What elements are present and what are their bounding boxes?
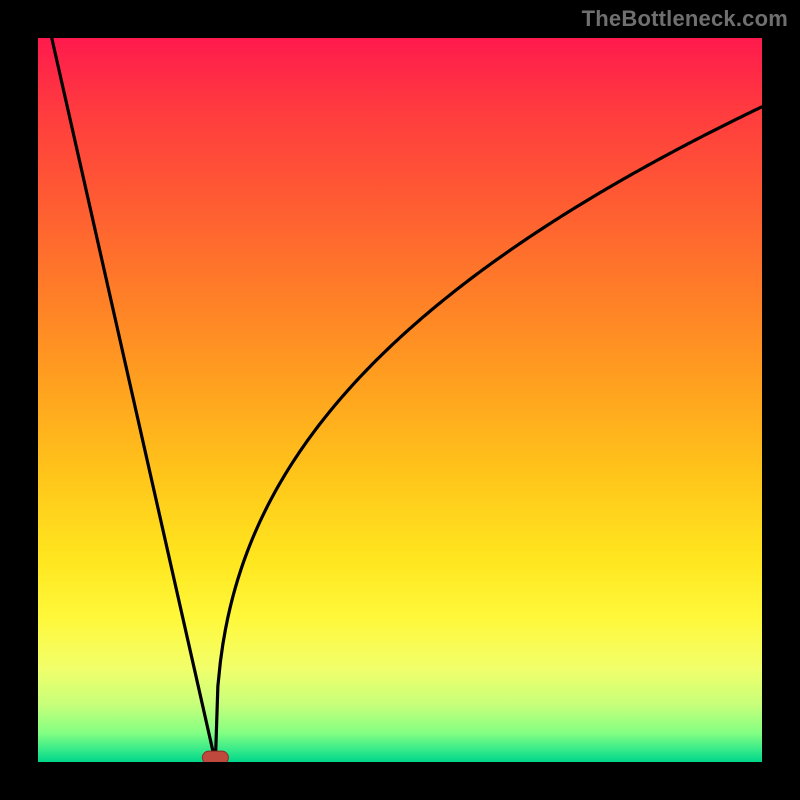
- minimum-marker: [202, 751, 228, 762]
- plot-area: [38, 38, 762, 762]
- plot-background: [38, 38, 762, 762]
- plot-svg: [38, 38, 762, 762]
- figure-canvas: TheBottleneck.com: [0, 0, 800, 800]
- watermark-text: TheBottleneck.com: [582, 6, 788, 32]
